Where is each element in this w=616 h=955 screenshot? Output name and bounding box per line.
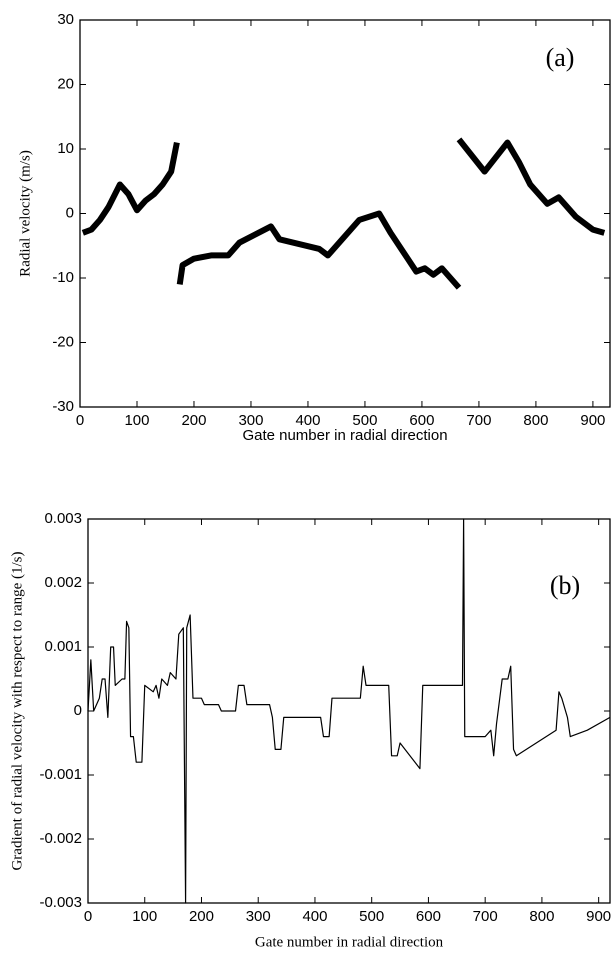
y-tick-label: 0.001 [44,638,82,655]
x-tick-label: 600 [416,908,441,925]
y-tick-label: -0.002 [39,830,82,847]
y-tick-label: 10 [57,140,74,157]
x-tick-label: 0 [84,908,92,925]
y-tick-label: 20 [57,75,74,92]
data-line [81,137,606,290]
y-tick-label: 30 [57,11,74,28]
plot-frame [87,518,611,904]
y-tick-label: 0 [74,702,82,719]
x-tick-label: 0 [76,412,84,429]
x-tick-label: 900 [586,908,611,925]
x-tick-label: 500 [352,412,377,429]
y-tick-label: -10 [52,269,74,286]
x-tick-label: 800 [523,412,548,429]
panel-annotation: (a) [546,43,575,72]
y-axis-label: Gradient of radial velocity with respect… [9,551,25,870]
x-tick-label: 100 [132,908,157,925]
x-tick-label: 300 [238,412,263,429]
y-tick-label: 0.002 [44,574,82,591]
x-tick-label: 200 [181,412,206,429]
y-tick-label: -30 [52,398,74,415]
x-tick-label: 400 [302,908,327,925]
x-tick-label: 900 [580,412,605,429]
x-tick-label: 500 [359,908,384,925]
y-tick-label: 0.003 [44,510,82,527]
x-tick-label: 100 [124,412,149,429]
y-axis-label: Radial velocity (m/s) [17,150,33,277]
x-tick-label: 700 [473,908,498,925]
y-tick-label: -0.001 [39,766,82,783]
x-axis-label: Gate number in radial direction [242,427,447,444]
data-line [87,518,611,904]
y-tick-label: -0.003 [39,894,82,911]
x-tick-label: 600 [409,412,434,429]
x-tick-label: 200 [189,908,214,925]
x-tick-label: 700 [466,412,491,429]
x-tick-label: 400 [295,412,320,429]
plot-frame [79,19,611,408]
y-tick-label: -20 [52,333,74,350]
x-tick-label: 800 [529,908,554,925]
x-tick-label: 300 [246,908,271,925]
y-tick-label: 0 [66,204,74,221]
x-axis-label: Gate number in radial direction [255,934,444,950]
panel-annotation: (b) [550,571,580,600]
